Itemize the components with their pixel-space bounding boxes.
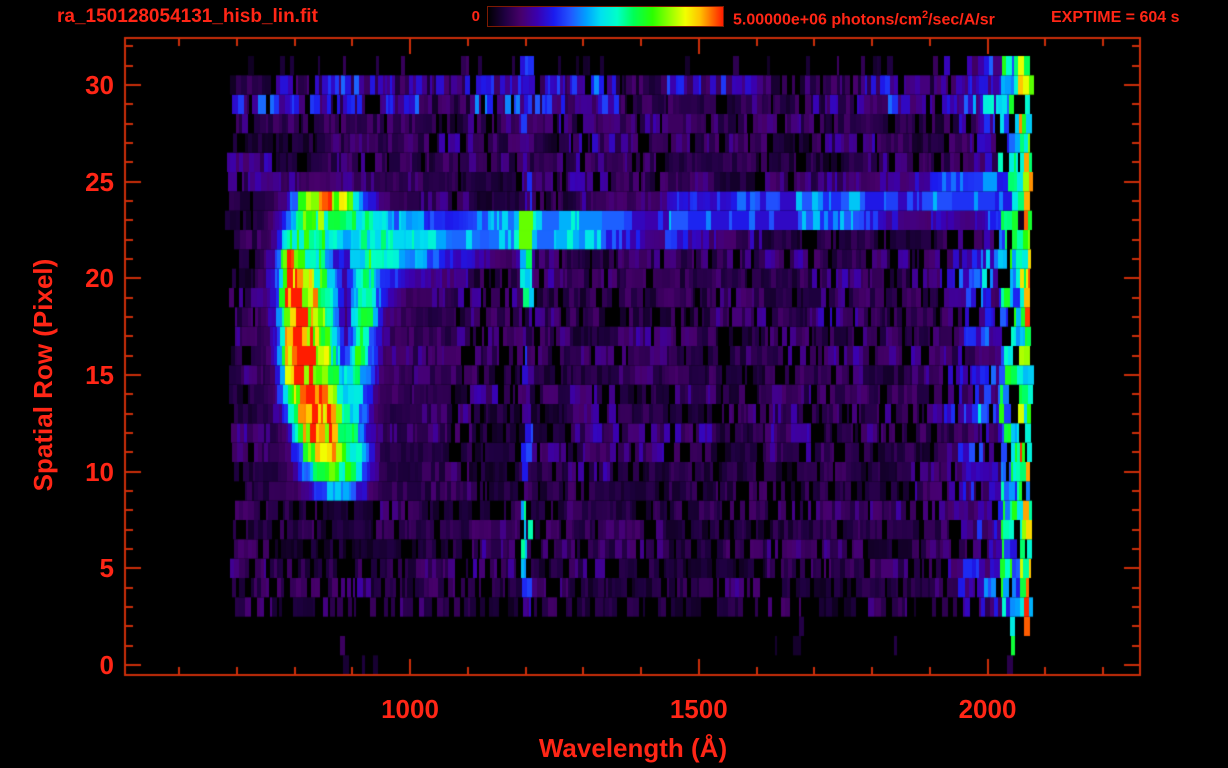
y-tick-label: 15 [85,360,114,390]
x-tick-label: 2000 [958,694,1017,724]
y-tick-label: 20 [85,263,114,294]
colorbar-units-suffix: /sec/A/sr [928,11,995,29]
x-axis-title: Wavelength (Å) [538,733,728,763]
colorbar-units-prefix: photons/cm [826,11,922,29]
exptime-label: EXPTIME = 604 s [1051,9,1180,26]
colorbar-max-label: 5.00000e+06 photons/cm2/sec/A/sr [733,9,995,29]
y-tick-label: 25 [85,166,114,197]
colorbar-units-superscript: 2 [921,9,929,21]
y-tick-label: 5 [99,553,114,584]
x-tick-label: 1500 [669,694,728,724]
y-tick-label: 0 [99,650,114,680]
colorbar-gradient [487,6,724,27]
y-tick-label: 10 [85,456,114,487]
x-tick-label: 1000 [381,694,439,724]
colorbar-min-label: 0 [471,8,480,25]
y-tick-label: 30 [85,70,114,100]
filename-title: ra_150128054131_hisb_lin.fit [57,6,318,27]
colorbar-max-value: 5.00000e+06 [733,11,827,29]
